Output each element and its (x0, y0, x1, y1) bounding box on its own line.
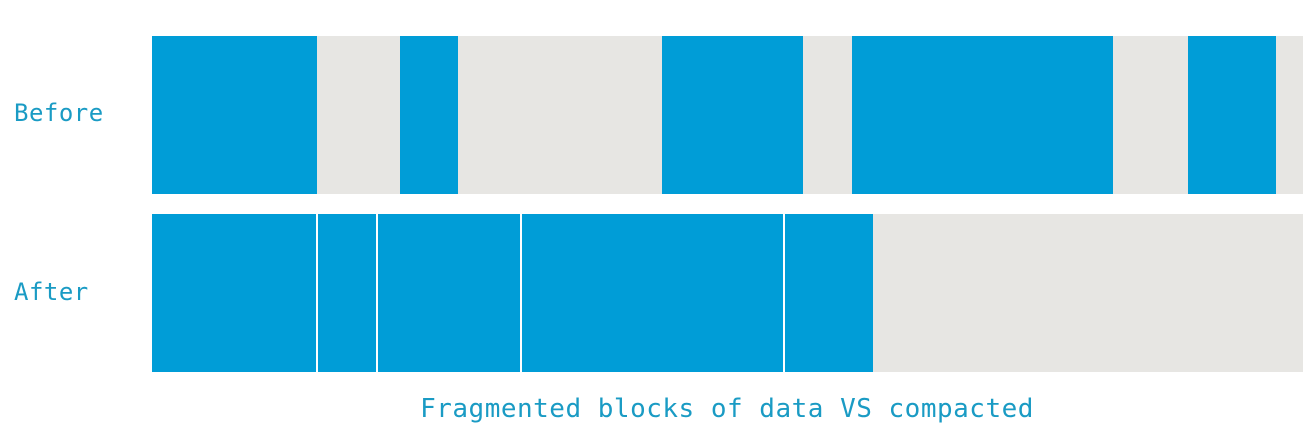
compacted-data-region (152, 214, 873, 372)
data-block (152, 36, 317, 194)
data-block (852, 36, 1113, 194)
data-block (1188, 36, 1276, 194)
block-divider (316, 214, 318, 372)
block-divider (376, 214, 378, 372)
diagram-caption: Fragmented blocks of data VS compacted (420, 394, 1034, 424)
row-label-before: Before (14, 99, 104, 127)
block-divider (783, 214, 785, 372)
data-block (662, 36, 803, 194)
block-divider (520, 214, 522, 372)
storage-track-before (152, 36, 1303, 194)
row-label-after: After (14, 278, 89, 306)
data-block (400, 36, 458, 194)
storage-track-after (152, 214, 1303, 372)
